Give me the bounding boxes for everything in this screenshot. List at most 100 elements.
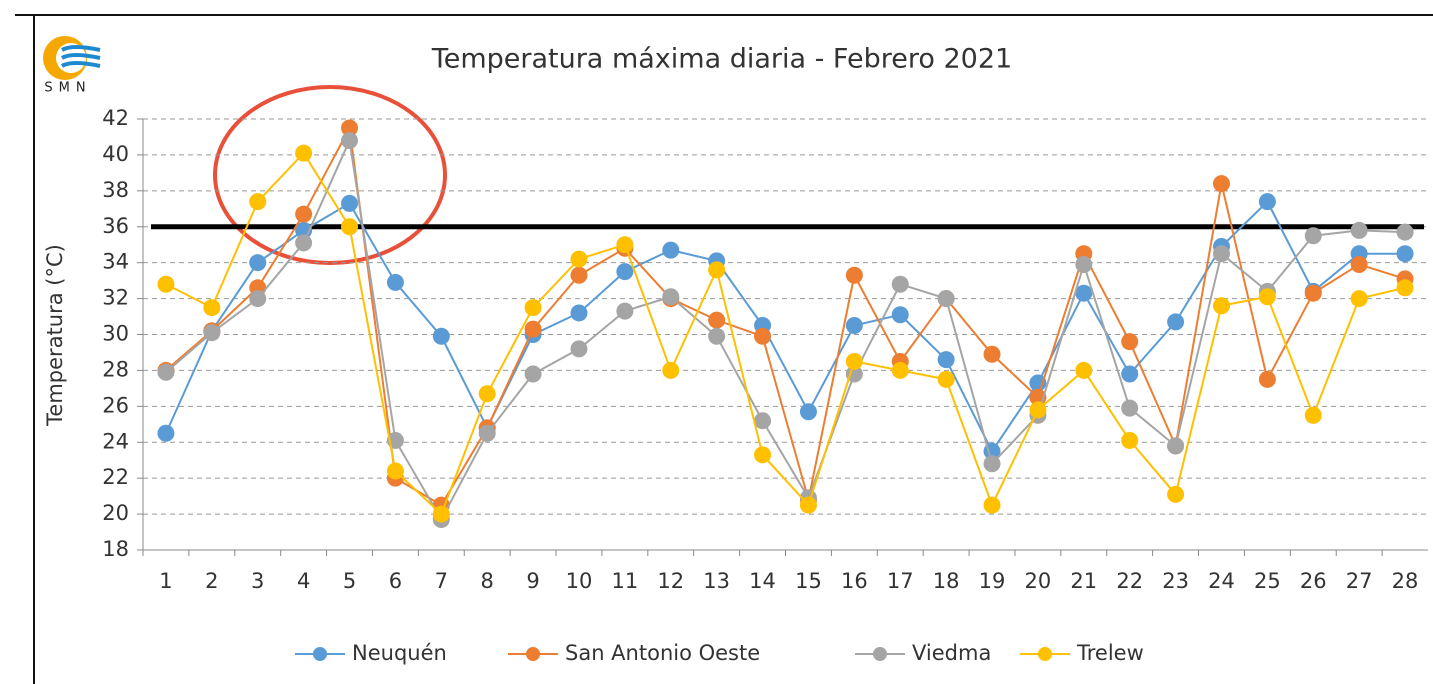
- x-tick-label: 17: [887, 569, 914, 593]
- y-tick-label: 36: [102, 214, 129, 238]
- marker: [157, 275, 175, 293]
- x-tick-label: 11: [612, 569, 639, 593]
- marker: [1167, 437, 1185, 455]
- marker: [662, 361, 680, 379]
- x-tick-label: 19: [979, 569, 1006, 593]
- x-tick-label: 20: [1025, 569, 1052, 593]
- marker: [570, 250, 588, 268]
- marker: [983, 455, 1001, 473]
- x-tick-label: 6: [389, 569, 402, 593]
- marker: [432, 327, 450, 345]
- marker: [1029, 401, 1047, 419]
- marker: [478, 424, 496, 442]
- x-tick-label: 25: [1254, 569, 1281, 593]
- marker: [386, 273, 404, 291]
- marker: [754, 327, 772, 345]
- marker: [341, 132, 359, 150]
- y-tick-label: 24: [102, 429, 129, 453]
- marker: [1396, 279, 1414, 297]
- y-axis-label: Temperatura (°C): [43, 244, 67, 427]
- marker: [1167, 485, 1185, 503]
- marker: [1121, 333, 1139, 351]
- marker: [1396, 245, 1414, 263]
- marker: [295, 144, 313, 162]
- series: [157, 144, 1414, 523]
- marker: [1075, 255, 1093, 273]
- y-tick-label: 18: [102, 537, 129, 561]
- marker: [845, 352, 863, 370]
- marker: [845, 317, 863, 335]
- series-line: [165, 199, 1406, 454]
- marker: [570, 304, 588, 322]
- x-tick-label: 1: [159, 569, 172, 593]
- marker: [1304, 227, 1322, 245]
- y-tick-label: 30: [102, 322, 129, 346]
- y-tick-label: 40: [102, 142, 129, 166]
- marker: [1350, 255, 1368, 273]
- marker: [891, 361, 909, 379]
- marker: [295, 205, 313, 223]
- marker: [1258, 193, 1276, 211]
- marker: [937, 290, 955, 308]
- legend-label: Trelew: [1076, 641, 1144, 665]
- marker: [249, 254, 267, 272]
- legend-label: San Antonio Oeste: [565, 641, 760, 665]
- legend-marker: [526, 647, 540, 661]
- logo-text: SMN: [44, 81, 91, 96]
- marker: [983, 496, 1001, 514]
- marker: [341, 218, 359, 236]
- marker: [1075, 361, 1093, 379]
- marker: [1304, 406, 1322, 424]
- marker: [1121, 431, 1139, 449]
- marker: [891, 275, 909, 293]
- marker: [341, 194, 359, 212]
- series: [157, 132, 1414, 528]
- marker: [432, 505, 450, 523]
- logo: SMN: [43, 36, 101, 96]
- series: [157, 119, 1414, 514]
- marker: [754, 412, 772, 430]
- x-tick-label: 21: [1070, 569, 1097, 593]
- marker: [157, 363, 175, 381]
- x-tick-label: 27: [1346, 569, 1373, 593]
- x-tick-label: 4: [297, 569, 310, 593]
- marker: [891, 306, 909, 324]
- marker: [1304, 284, 1322, 302]
- x-tick-label: 5: [343, 569, 356, 593]
- y-tick-label: 42: [102, 106, 129, 130]
- y-tick-label: 20: [102, 501, 129, 525]
- legend-marker: [873, 647, 887, 661]
- marker: [295, 234, 313, 252]
- marker: [616, 263, 634, 281]
- marker: [937, 351, 955, 369]
- marker: [1212, 175, 1230, 193]
- marker: [1167, 313, 1185, 331]
- logo-waves: [60, 45, 101, 68]
- x-tick-label: 18: [933, 569, 960, 593]
- marker: [662, 241, 680, 259]
- marker: [845, 266, 863, 284]
- marker: [386, 462, 404, 480]
- series-line: [165, 137, 1406, 522]
- x-tick-label: 16: [841, 569, 868, 593]
- x-tick-label: 28: [1392, 569, 1419, 593]
- marker: [799, 403, 817, 421]
- marker: [616, 302, 634, 320]
- marker: [983, 345, 1001, 363]
- highlight-circle: [213, 85, 447, 265]
- marker: [754, 446, 772, 464]
- x-tick-label: 7: [435, 569, 448, 593]
- marker: [478, 385, 496, 403]
- marker: [1121, 365, 1139, 383]
- marker: [1350, 290, 1368, 308]
- y-tick-label: 28: [102, 357, 129, 381]
- marker: [1396, 223, 1414, 241]
- marker: [570, 266, 588, 284]
- x-tick-label: 14: [749, 569, 776, 593]
- marker: [570, 340, 588, 358]
- x-tick-label: 12: [657, 569, 684, 593]
- marker: [524, 320, 542, 338]
- marker: [157, 424, 175, 442]
- marker: [249, 290, 267, 308]
